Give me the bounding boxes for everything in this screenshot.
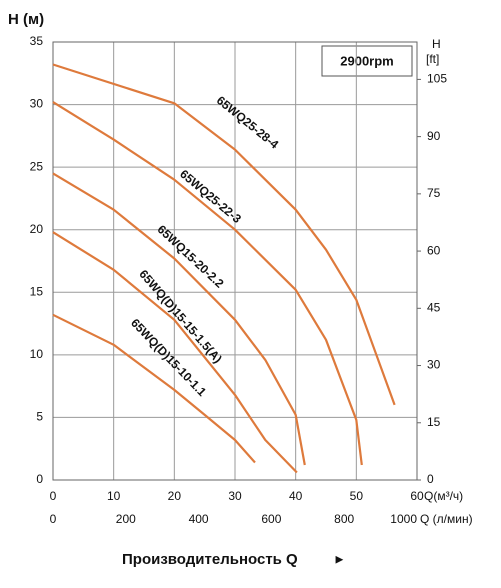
y2-axis-label: H [432,37,441,51]
x-tick-label: 40 [289,489,303,503]
x2-tick-label: 200 [116,512,136,526]
y-tick-label: 10 [30,347,44,361]
y-tick-label: 5 [36,410,43,424]
curve [52,231,298,474]
x-tick-label: 30 [228,489,242,503]
x2-tick-label: 400 [189,512,209,526]
x2-tick-label: 600 [261,512,281,526]
y-tick-label: 25 [30,159,44,173]
x-tick-label: 20 [168,489,182,503]
x2-axis-label: Q (л/мин) [420,512,473,526]
x-tick-label: 50 [350,489,364,503]
curve-label: 65WQ15-20-2.2 [155,222,227,291]
y2-tick-label: 45 [427,300,441,314]
y2-tick-label: 105 [427,72,447,86]
x-tick-label: 60 [410,489,424,503]
y2-tick-label: 15 [427,415,441,429]
y-tick-label: 0 [36,472,43,486]
y-tick-label: 35 [30,34,44,48]
y2-tick-label: 0 [427,472,434,486]
annotation-box [321,45,413,77]
curve [52,101,363,466]
curve [52,313,256,464]
y2-tick-label: 75 [427,186,441,200]
annotation: 2900rpm [340,53,393,68]
footer-arrow: ► [333,551,346,566]
curve [52,172,306,466]
curve-label: 65WQ25-28-4 [214,93,282,152]
x-axis-label: Q(м³/ч) [424,489,463,503]
y-tick-label: 15 [30,284,44,298]
y-tick-label: 20 [30,222,44,236]
curve-label: 65WQ25-22-3 [177,167,244,226]
y2-tick-label: 60 [427,243,441,257]
x2-tick-label: 0 [50,512,57,526]
y2-tick-label: 30 [427,358,441,372]
y-tick-label: 30 [30,97,44,111]
y2-tick-label: 90 [427,129,441,143]
y-axis-label: H (м) [8,11,44,28]
plot-frame [52,41,418,481]
x-tick-label: 10 [107,489,121,503]
curve [52,63,396,406]
x-tick-label: 0 [50,489,57,503]
footer: Производительность Q [122,551,298,568]
x2-tick-label: 1000 [390,512,417,526]
y2-axis-unit: [ft] [426,52,439,66]
x2-tick-label: 800 [334,512,354,526]
